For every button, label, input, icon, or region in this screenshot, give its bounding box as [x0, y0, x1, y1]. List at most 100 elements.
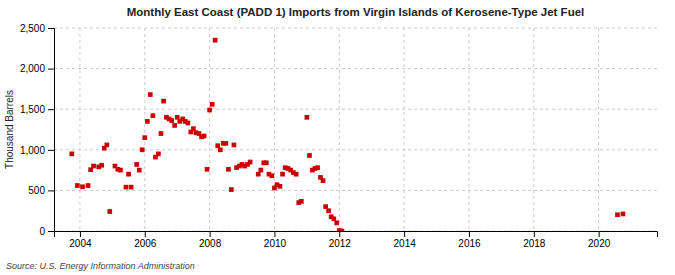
point — [142, 135, 147, 140]
point — [223, 141, 228, 146]
grid-line-x — [209, 28, 210, 231]
y-tick-mark — [48, 109, 54, 110]
point — [137, 168, 142, 173]
point — [80, 184, 85, 189]
grid-line-x — [533, 28, 534, 231]
point — [140, 147, 145, 152]
y-tick-mark — [48, 28, 54, 29]
x-tick: 2006 — [134, 231, 157, 249]
x-tick: 2012 — [329, 231, 352, 249]
point — [307, 153, 312, 158]
point — [159, 131, 164, 136]
grid-line-y — [54, 28, 657, 29]
x-tick-label: 2006 — [134, 238, 157, 249]
point — [91, 164, 96, 169]
point — [148, 92, 153, 97]
x-tick: 2018 — [523, 231, 546, 249]
y-axis: 05001,0001,5002,0002,500 — [20, 23, 55, 237]
point — [215, 143, 220, 148]
point — [248, 160, 253, 165]
point — [104, 143, 109, 148]
source-note: Source: U.S. Energy Information Administ… — [6, 261, 195, 271]
point — [294, 172, 299, 177]
point — [207, 108, 212, 113]
point — [129, 185, 134, 190]
y-tick: 0 — [39, 226, 54, 237]
point — [258, 168, 263, 173]
point — [226, 167, 231, 172]
point — [256, 172, 261, 177]
x-tick-mark — [534, 231, 535, 237]
point — [229, 187, 234, 192]
grid-line-x — [339, 28, 340, 231]
x-tick: 2010 — [264, 231, 287, 249]
x-tick: 2016 — [458, 231, 481, 249]
x-tick-label: 2016 — [458, 238, 481, 249]
grid-line-x — [144, 28, 145, 231]
point — [156, 152, 161, 157]
point — [145, 119, 150, 124]
point — [321, 178, 326, 183]
x-axis: 200420062008201020122014201620182020 — [55, 231, 658, 249]
grid-line-x — [404, 28, 405, 231]
x-tick-label: 2018 — [523, 238, 546, 249]
x-tick-mark — [274, 231, 275, 237]
x-tick-mark — [339, 231, 340, 237]
point — [232, 143, 237, 148]
grid-line-y — [54, 68, 657, 69]
x-tick: 2008 — [199, 231, 222, 249]
point — [99, 163, 104, 168]
point — [264, 160, 269, 165]
grid-line-y — [54, 109, 657, 110]
y-tick: 500 — [28, 185, 54, 196]
point — [161, 99, 166, 104]
point — [305, 115, 310, 120]
point — [615, 212, 620, 217]
x-axis-line — [55, 232, 658, 238]
x-tick-mark — [210, 231, 211, 237]
x-tick: 2004 — [69, 231, 92, 249]
point — [69, 152, 74, 157]
y-tick-mark — [48, 190, 54, 191]
chart: 2004200620082010201220142016201820200500… — [0, 0, 675, 275]
point — [334, 221, 339, 226]
title: Monthly East Coast (PADD 1) Imports from… — [127, 6, 585, 18]
point — [205, 167, 210, 172]
plot-area: 2004200620082010201220142016201820200500… — [20, 23, 658, 249]
point — [169, 118, 174, 123]
points — [69, 38, 625, 231]
point — [75, 183, 80, 188]
point — [175, 115, 180, 120]
grid-line-x — [79, 28, 80, 231]
x-tick-mark — [80, 231, 81, 237]
point — [270, 173, 275, 178]
y-tick: 2,500 — [20, 23, 54, 34]
point — [280, 172, 285, 177]
point — [118, 168, 123, 173]
point — [126, 172, 131, 177]
point — [278, 184, 283, 189]
grid-line-y — [54, 190, 657, 191]
point — [213, 38, 218, 43]
y-tick-mark — [48, 150, 54, 151]
point — [331, 216, 336, 221]
y-tick-label: 2,000 — [20, 63, 45, 74]
y-tick-mark — [48, 69, 54, 70]
point — [299, 199, 304, 204]
point — [210, 102, 215, 107]
x-tick: 2020 — [588, 231, 611, 249]
x-tick-mark — [469, 231, 470, 237]
point — [186, 121, 191, 126]
point — [191, 126, 196, 131]
grid-line-x — [598, 28, 599, 231]
x-tick-label: 2020 — [588, 238, 611, 249]
point — [340, 229, 345, 231]
x-tick-mark — [404, 231, 405, 237]
x-tick-label: 2012 — [329, 238, 352, 249]
point — [172, 123, 177, 128]
point — [218, 147, 223, 152]
y-tick: 1,500 — [20, 104, 54, 115]
point — [315, 165, 320, 170]
point — [323, 204, 328, 209]
y-tick-label: 2,500 — [20, 23, 45, 34]
